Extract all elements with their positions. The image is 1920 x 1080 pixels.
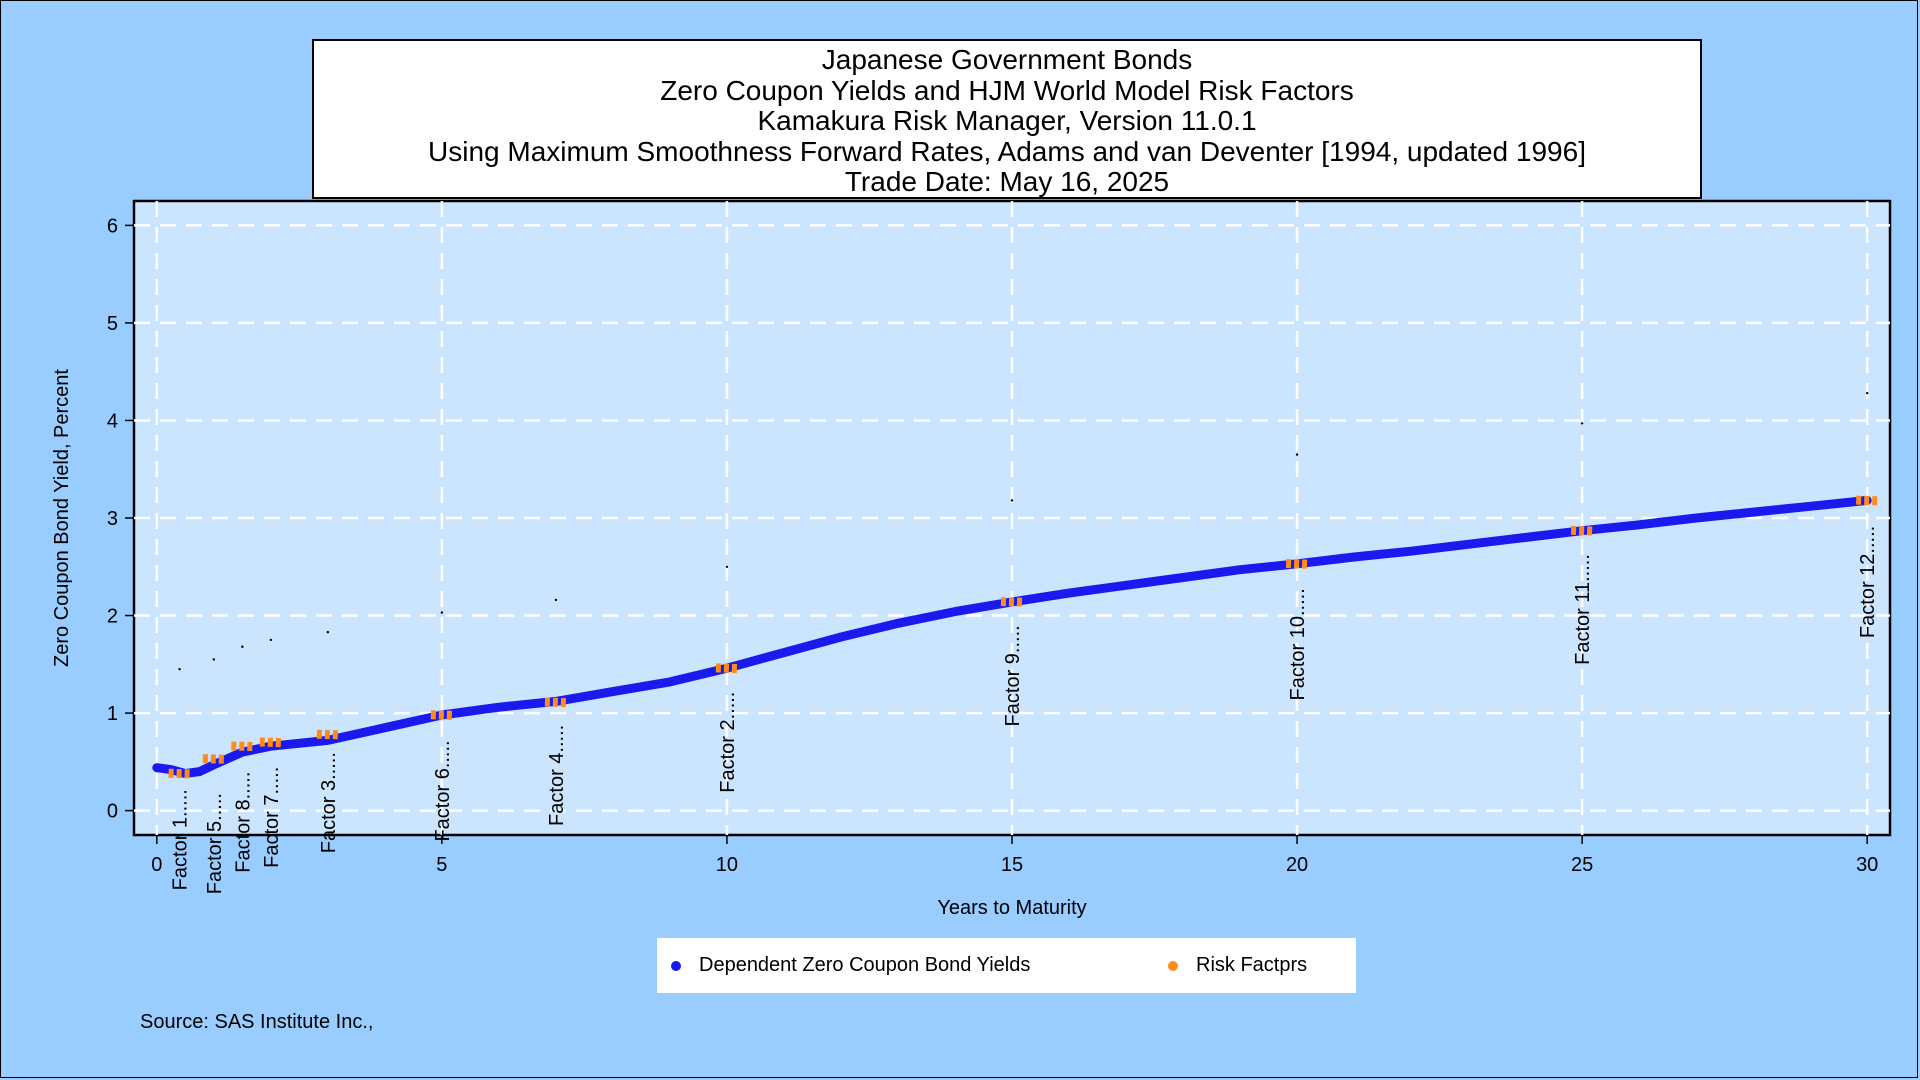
grid-layer bbox=[134, 201, 1890, 835]
title-line-4: Using Maximum Smoothness Forward Rates, … bbox=[428, 135, 1586, 167]
title-line-3: Kamakura Risk Manager, Version 11.0.1 bbox=[757, 105, 1257, 136]
risk-factor-label: Factor 9..... bbox=[1002, 625, 1024, 726]
legend-label-yields: Dependent Zero Coupon Bond Yields bbox=[699, 954, 1031, 976]
legend-label-risk-factors: Risk Factprs bbox=[1196, 954, 1308, 976]
yield-curve-line bbox=[152, 495, 1872, 779]
axis-layer: 0 5 10 15 20 25 30 0 1 2 3 4 5 6 bbox=[107, 215, 1878, 876]
x-tick-label: 5 bbox=[436, 854, 447, 876]
risk-factor-label: Factor 11..... bbox=[1572, 554, 1594, 665]
risk-factor-dot bbox=[326, 630, 330, 634]
y-axis-title: Zero Coupon Bond Yield, Percent bbox=[51, 369, 73, 667]
risk-factor-marker bbox=[231, 741, 254, 752]
risk-factor-marker bbox=[1856, 495, 1879, 506]
risk-factor-label: Factor 7..... bbox=[261, 767, 283, 868]
curve-layer bbox=[152, 495, 1872, 779]
x-tick-label: 15 bbox=[1001, 854, 1023, 876]
legend-item-risk-factors[interactable]: Risk Factprs bbox=[1168, 938, 1307, 993]
chart-title-box: Japanese Government Bonds Zero Coupon Yi… bbox=[312, 39, 1702, 199]
risk-factor-marker bbox=[168, 768, 191, 779]
risk-factor-marker bbox=[1285, 559, 1309, 569]
risk-factor-dot bbox=[212, 658, 216, 661]
risk-factor-dot bbox=[269, 638, 273, 642]
y-tick-label: 0 bbox=[107, 801, 118, 823]
factor-layer: Factor 1..... Factor 5..... Factor 8..... F… bbox=[168, 391, 1879, 894]
x-tick-label: 20 bbox=[1286, 854, 1308, 876]
y-tick-label: 6 bbox=[107, 215, 118, 237]
source-note: Source: SAS Institute Inc., bbox=[140, 1011, 374, 1033]
risk-factor-dot bbox=[554, 598, 558, 602]
risk-factor-marker bbox=[1571, 525, 1594, 536]
legend-item-yields[interactable]: Dependent Zero Coupon Bond Yields bbox=[671, 938, 1030, 993]
y-tick-label: 3 bbox=[107, 508, 118, 530]
x-tick-label: 25 bbox=[1571, 854, 1593, 876]
title-line-1: Japanese Government Bonds bbox=[821, 44, 1193, 75]
y-tick-label: 4 bbox=[107, 410, 118, 432]
title-line-5: Trade Date: May 16, 2025 bbox=[844, 166, 1170, 197]
risk-factor-label: Factor 12..... bbox=[1857, 526, 1879, 638]
risk-factor-label: Factor 3..... bbox=[318, 752, 340, 853]
y-tick-label: 5 bbox=[107, 313, 118, 335]
risk-factor-marker bbox=[259, 737, 282, 748]
risk-factor-label: Factor 10..... bbox=[1287, 588, 1309, 700]
x-tick-label: 10 bbox=[716, 854, 738, 876]
risk-factor-marker bbox=[1000, 597, 1024, 607]
risk-factor-marker bbox=[316, 729, 339, 740]
legend-swatch-risk-factors bbox=[1168, 960, 1178, 971]
risk-factor-marker bbox=[715, 663, 739, 674]
risk-factor-dot bbox=[1295, 453, 1299, 456]
risk-factor-marker bbox=[544, 697, 568, 708]
risk-factor-dot bbox=[1580, 422, 1584, 425]
risk-factor-dot bbox=[1010, 499, 1014, 502]
y-tick-label: 1 bbox=[107, 703, 118, 725]
legend-swatch-yields bbox=[671, 960, 681, 971]
risk-factor-marker bbox=[202, 754, 225, 764]
x-axis-title: Years to Maturity bbox=[937, 897, 1086, 919]
x-tick-label: 0 bbox=[151, 854, 162, 876]
legend: Dependent Zero Coupon Bond Yields Risk F… bbox=[657, 938, 1356, 993]
risk-factor-label: Factor 6..... bbox=[432, 740, 454, 841]
x-tick-label: 30 bbox=[1856, 854, 1878, 876]
risk-factor-dot bbox=[241, 645, 244, 648]
risk-factor-label: Factor 5..... bbox=[204, 793, 226, 894]
risk-factor-dot bbox=[725, 565, 729, 568]
risk-factor-label: Factor 8..... bbox=[232, 772, 254, 873]
risk-factor-dot bbox=[440, 611, 444, 614]
risk-factor-label: Factor 4..... bbox=[546, 725, 568, 826]
risk-factor-dot bbox=[178, 667, 181, 671]
risk-factor-label: Factor 1..... bbox=[170, 789, 192, 890]
y-tick-label: 2 bbox=[107, 606, 118, 628]
risk-factor-label: Factor 2..... bbox=[717, 692, 739, 793]
title-line-2: Zero Coupon Yields and HJM World Model R… bbox=[660, 74, 1354, 106]
risk-factor-marker bbox=[430, 710, 453, 720]
risk-factor-dot bbox=[1865, 391, 1869, 395]
